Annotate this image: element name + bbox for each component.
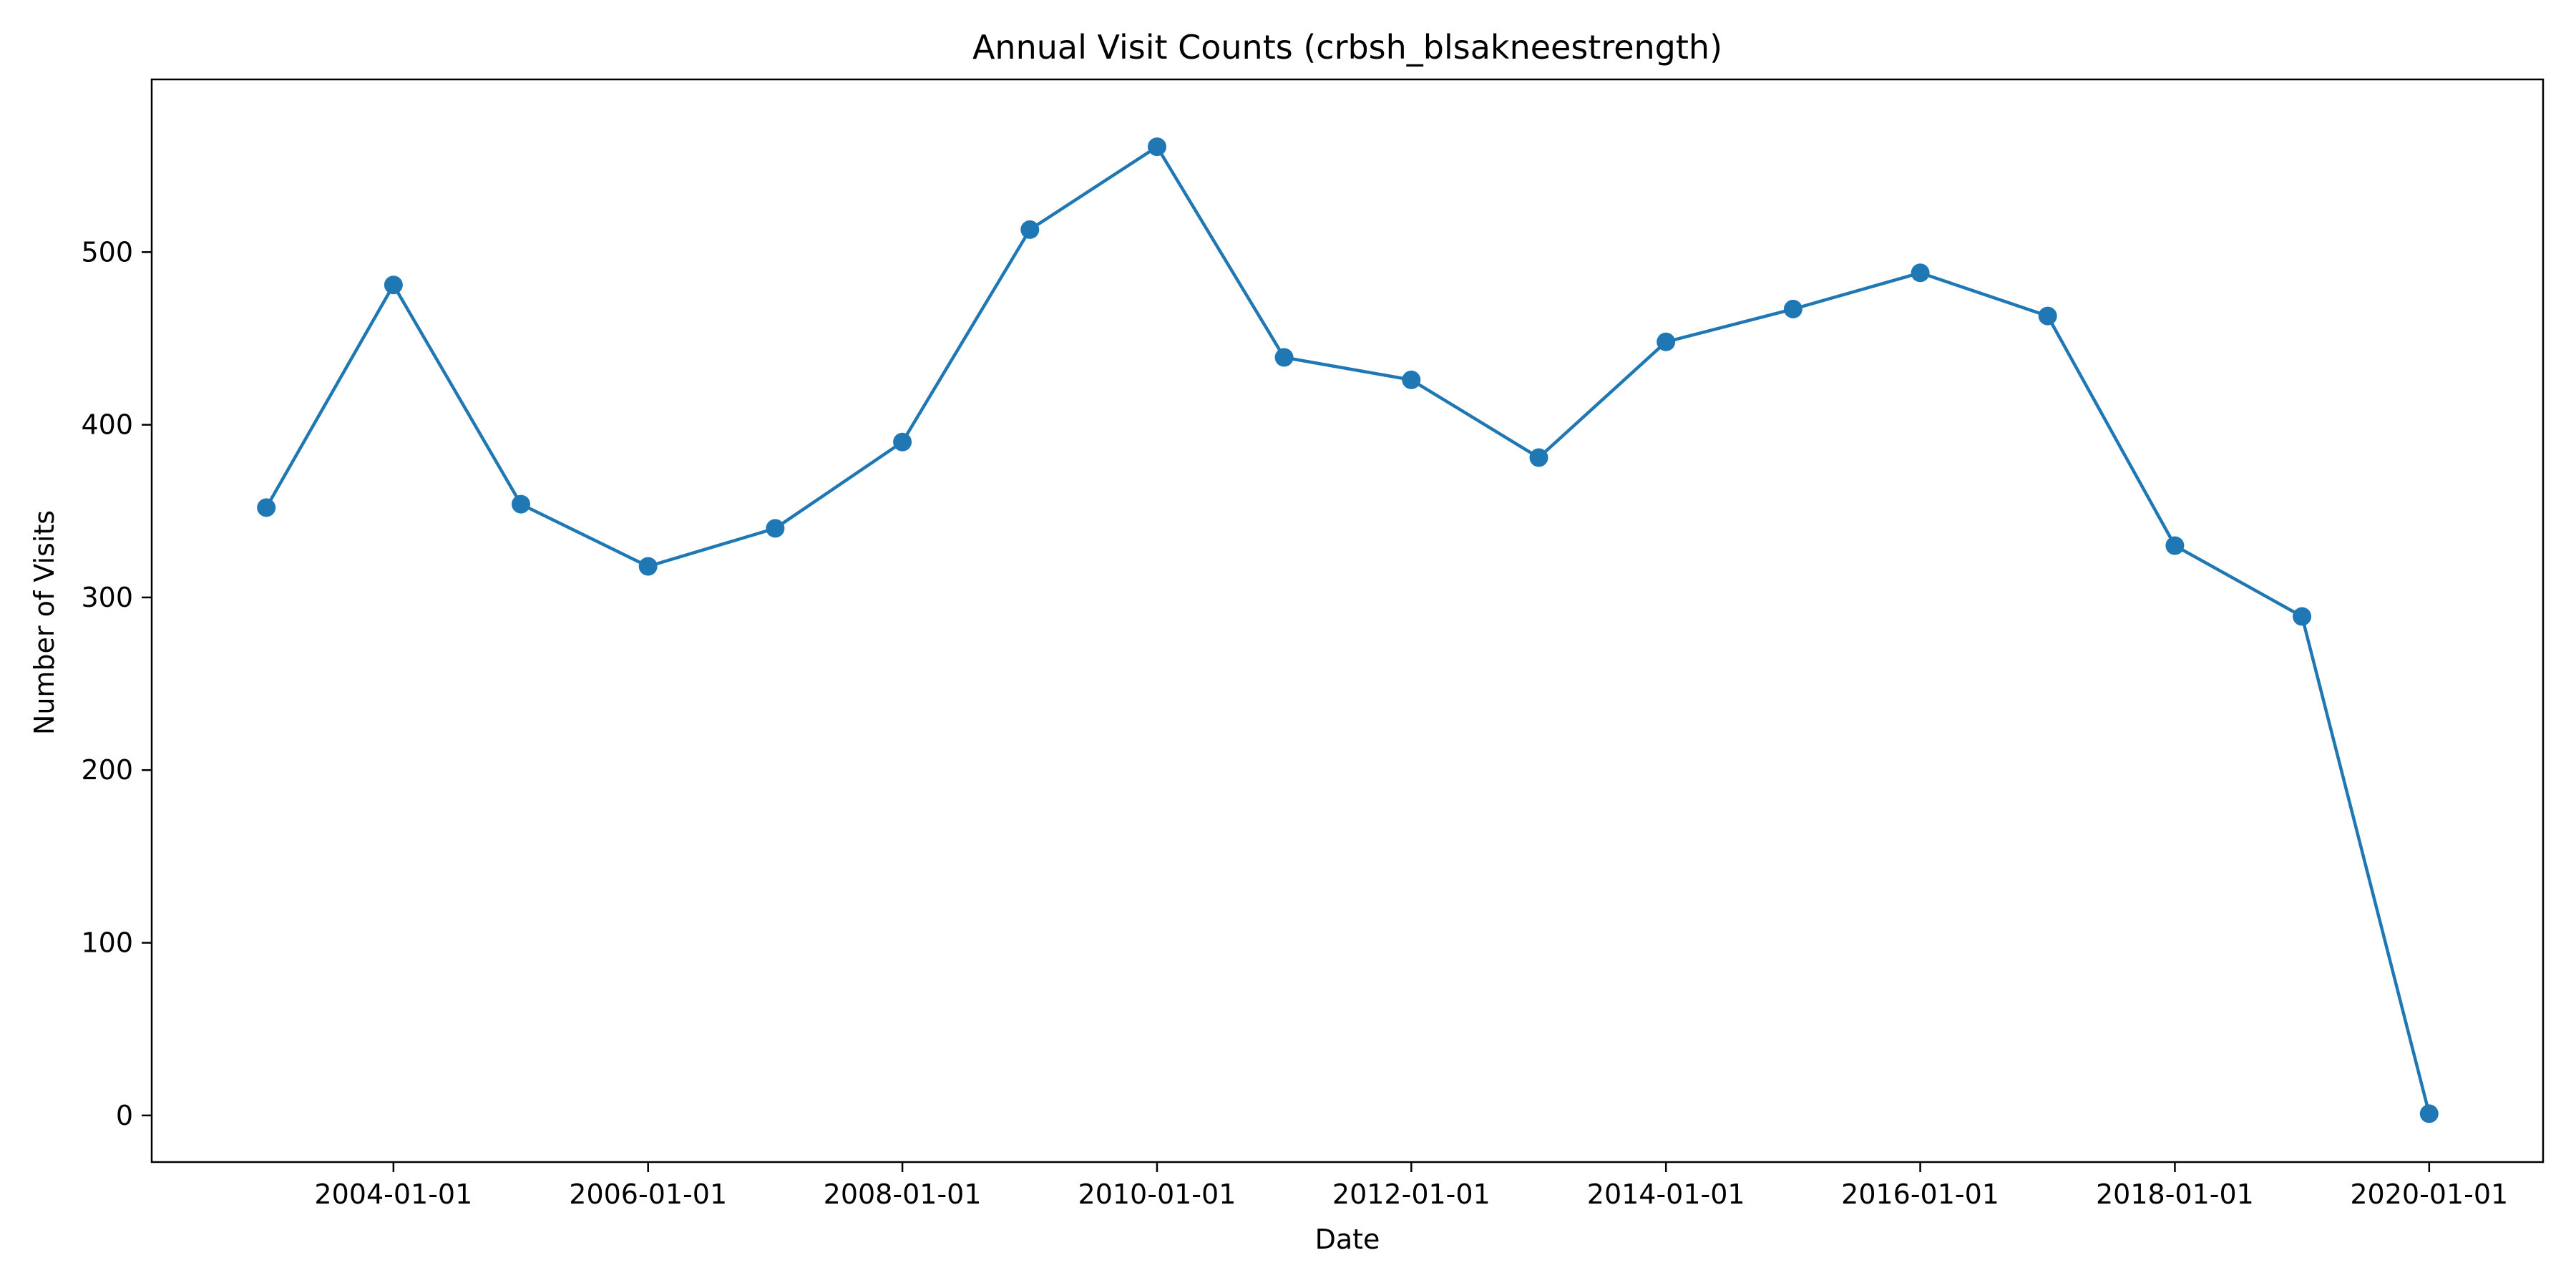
y-tick-label: 100 bbox=[81, 927, 133, 959]
data-point bbox=[1911, 263, 1930, 283]
x-axis-label: Date bbox=[1315, 1224, 1380, 1255]
data-point bbox=[1148, 137, 1166, 157]
data-point bbox=[2165, 536, 2185, 555]
chart-title: Annual Visit Counts (crbsh_blsakneestren… bbox=[972, 28, 1722, 67]
x-tick-label: 2020-01-01 bbox=[2350, 1179, 2508, 1210]
y-tick-label: 500 bbox=[81, 236, 133, 268]
data-point bbox=[893, 432, 912, 452]
data-point bbox=[1529, 448, 1548, 467]
data-point bbox=[1274, 348, 1294, 367]
data-point bbox=[1657, 332, 1676, 351]
x-tick-label: 2010-01-01 bbox=[1078, 1179, 1236, 1210]
data-point bbox=[638, 557, 658, 576]
plot-content bbox=[257, 137, 2439, 1123]
x-tick-label: 2014-01-01 bbox=[1587, 1179, 1745, 1210]
y-axis-ticks: 0 100 200 300 400 500 bbox=[81, 236, 152, 1131]
x-tick-label: 2004-01-01 bbox=[314, 1179, 472, 1210]
data-point bbox=[512, 494, 530, 514]
x-axis-ticks: 2004-01-01 2006-01-01 2008-01-01 2010-01-01… bbox=[314, 1162, 2508, 1210]
data-point bbox=[384, 275, 403, 295]
y-tick-label: 400 bbox=[81, 409, 133, 441]
series-line bbox=[265, 145, 2431, 1114]
y-axis-label: Number of Visits bbox=[29, 510, 60, 735]
data-point bbox=[1402, 370, 1421, 389]
y-tick-label: 200 bbox=[81, 754, 133, 786]
x-tick-label: 2008-01-01 bbox=[824, 1179, 982, 1210]
y-tick-label: 300 bbox=[81, 582, 133, 613]
x-tick-label: 2018-01-01 bbox=[2096, 1179, 2254, 1210]
data-point bbox=[2293, 607, 2312, 626]
data-point bbox=[257, 498, 276, 517]
x-tick-label: 2006-01-01 bbox=[569, 1179, 727, 1210]
plot-frame bbox=[150, 78, 2545, 1163]
data-point bbox=[1783, 299, 1802, 318]
data-point bbox=[2419, 1104, 2439, 1123]
x-tick-label: 2016-01-01 bbox=[1841, 1179, 1999, 1210]
x-tick-label: 2012-01-01 bbox=[1332, 1179, 1491, 1210]
data-point bbox=[1020, 220, 1040, 239]
y-tick-label: 0 bbox=[116, 1100, 133, 1131]
data-point bbox=[766, 519, 785, 538]
data-point bbox=[2038, 306, 2057, 326]
